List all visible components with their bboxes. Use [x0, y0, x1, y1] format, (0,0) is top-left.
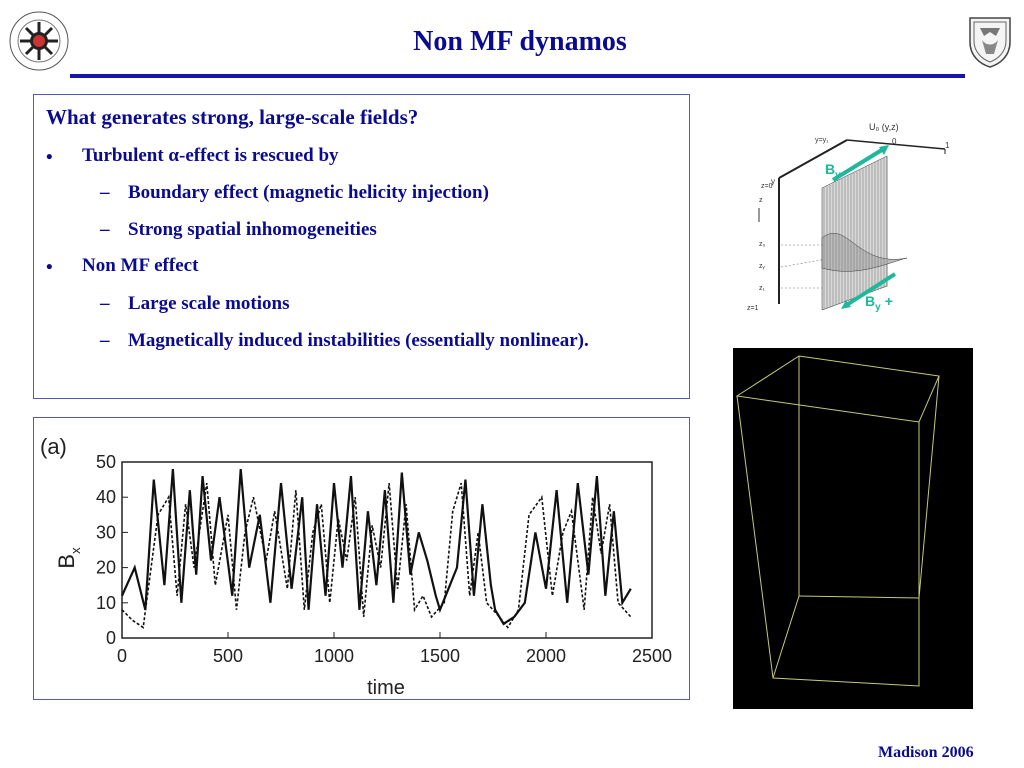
bullet-marker: •: [46, 257, 53, 278]
y-tick-label: 50: [96, 452, 116, 472]
y-tick-label: 40: [96, 487, 116, 507]
alpha-symbol: α: [168, 145, 180, 166]
bullet-suffix: -effect is rescued by: [179, 145, 339, 166]
z0-eq-label: z=0: [761, 183, 773, 190]
bullet-non-mf-effect: Non MF effect: [82, 255, 199, 276]
question-heading: What generates strong, large-scale field…: [46, 105, 419, 129]
z1-label: z₁: [759, 285, 766, 292]
by-plus-label: By +: [865, 293, 893, 313]
y-tick-label: 30: [96, 522, 116, 542]
x-tick-label: 2500: [632, 646, 672, 666]
y-eq-label: y=y₁: [815, 137, 829, 144]
content-textbox: What generates strong, large-scale field…: [33, 94, 690, 399]
y-axis-line: [778, 139, 848, 179]
y-tick-label: 20: [96, 558, 116, 578]
x-tick-label: 1500: [420, 646, 460, 666]
sub-magnetic-instabilities: Magnetically induced instabilities (esse…: [128, 330, 589, 351]
by-minus-label: By: [825, 161, 841, 181]
z1-eq-label: z=1: [747, 305, 759, 312]
by-minus-arrow: [831, 146, 887, 182]
by-plus-arrow: [843, 272, 897, 308]
y-tick-label: 0: [106, 628, 116, 648]
slide-title: Non MF dynamos: [413, 26, 627, 57]
wireframe-box-visualization: [733, 348, 973, 709]
dash-marker: –: [100, 219, 110, 240]
sub-boundary-effect: Boundary effect (magnetic helicity injec…: [128, 182, 489, 203]
tick-zero: 0: [892, 137, 897, 146]
bullet-turbulent-alpha: Turbulent α-effect is rescued by: [82, 145, 339, 167]
y-label: y: [771, 177, 775, 186]
footer-text: Madison 2006: [878, 744, 974, 761]
title-rule: [70, 74, 965, 78]
dash-marker: –: [100, 182, 110, 203]
x-tick-label: 1000: [314, 646, 354, 666]
x-axis-label: time: [367, 677, 405, 699]
dash-marker: –: [100, 330, 110, 351]
bx-time-series-chart: (a) 0 500 1000 1500 2000 2500 0 10 20 30 40 50 Bx t…: [40, 434, 672, 699]
sub-spatial-inhomogeneities: Strong spatial inhomogeneities: [128, 219, 377, 240]
bullet-marker: •: [46, 147, 53, 168]
velocity-surface-mesh: [821, 155, 908, 311]
wireframe-box-edges: [735, 355, 940, 687]
x-tick-label: 0: [117, 646, 127, 666]
dash-marker: –: [100, 293, 110, 314]
series-dashed-line: [121, 482, 632, 629]
y-axis-label: Bx: [54, 547, 83, 569]
zy-label: zᵧ: [759, 263, 766, 270]
plot-frame: [121, 461, 653, 639]
shear-flow-diagram: U₀ (y,z) 0 1 y=y₁ z=0 z y z₀ zᵧ z₁ z=1 B…: [737, 118, 973, 322]
z-label: z: [759, 197, 763, 204]
sub-large-scale-motions: Large scale motions: [128, 293, 290, 314]
u-axis-line: [846, 139, 946, 150]
z0-label: z₀: [759, 241, 766, 248]
y-tick-label: 10: [96, 593, 116, 613]
time-series-plot-box: (a) 0 500 1000 1500 2000 2500 0 10 20 30 40 50 Bx t…: [33, 417, 690, 700]
university-crest-icon: [966, 14, 1014, 68]
x-tick-label: 2000: [526, 646, 566, 666]
tick-one: 1: [945, 141, 950, 150]
panel-label: (a): [40, 434, 67, 459]
u0-axis-title: U₀ (y,z): [869, 122, 899, 132]
series-solid-line: [120, 468, 632, 626]
center-seal-logo: [8, 10, 70, 72]
x-tick-label: 500: [213, 646, 243, 666]
bullet-prefix: Turbulent: [82, 145, 169, 166]
